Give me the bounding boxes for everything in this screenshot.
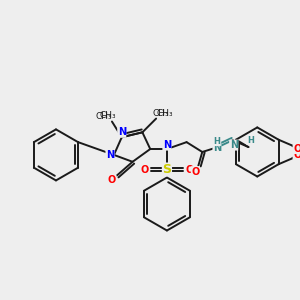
Text: O: O bbox=[293, 150, 300, 161]
Text: N: N bbox=[118, 127, 126, 137]
Text: H: H bbox=[247, 136, 254, 145]
Text: N: N bbox=[106, 150, 114, 160]
Text: CH₃: CH₃ bbox=[100, 111, 116, 120]
Text: O: O bbox=[108, 176, 116, 185]
Text: O: O bbox=[185, 165, 194, 175]
Text: CH₃: CH₃ bbox=[157, 109, 173, 118]
Text: O: O bbox=[191, 167, 200, 177]
Text: N: N bbox=[106, 150, 114, 160]
Text: O: O bbox=[140, 165, 148, 175]
Text: H: H bbox=[214, 137, 220, 146]
Text: O: O bbox=[293, 143, 300, 154]
Text: N: N bbox=[213, 143, 221, 153]
Text: CH₃: CH₃ bbox=[96, 112, 112, 121]
Text: N: N bbox=[118, 127, 126, 137]
Text: O: O bbox=[191, 167, 200, 177]
Text: S: S bbox=[162, 163, 171, 176]
Text: N: N bbox=[230, 140, 238, 150]
Text: H: H bbox=[214, 137, 220, 146]
Text: N: N bbox=[163, 140, 171, 150]
Text: N: N bbox=[163, 140, 171, 150]
Text: H: H bbox=[247, 136, 254, 145]
Text: S: S bbox=[162, 163, 171, 176]
Text: O: O bbox=[185, 165, 194, 175]
Text: N: N bbox=[230, 140, 238, 150]
Text: O: O bbox=[293, 150, 300, 161]
Text: O: O bbox=[293, 143, 300, 154]
Text: CH₃: CH₃ bbox=[153, 109, 169, 118]
Text: N: N bbox=[213, 143, 221, 153]
Text: O: O bbox=[108, 176, 116, 185]
Text: O: O bbox=[140, 165, 148, 175]
